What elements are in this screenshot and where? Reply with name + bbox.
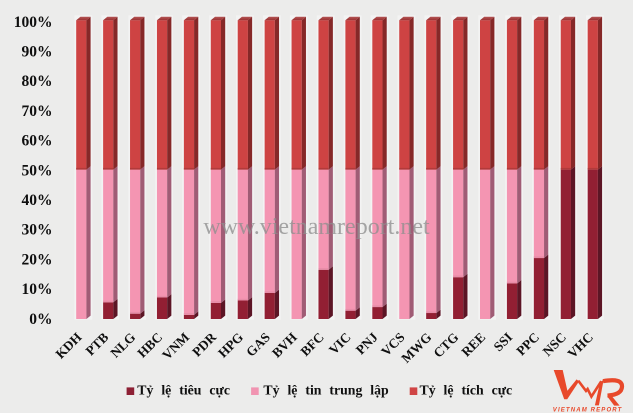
svg-text:80%: 80% [22, 73, 53, 90]
svg-text:0%: 0% [29, 311, 52, 328]
svg-text:90%: 90% [22, 43, 53, 60]
svg-text:30%: 30% [22, 222, 53, 239]
svg-text:10%: 10% [22, 281, 53, 298]
svg-text:70%: 70% [22, 103, 53, 120]
svg-text:60%: 60% [22, 133, 53, 150]
svg-text:50%: 50% [22, 162, 53, 179]
svg-text:Tỷ lệ tích cực: Tỷ lệ tích cực [420, 383, 513, 398]
svg-text:40%: 40% [22, 192, 53, 209]
svg-text:www.vietnamreport.net: www.vietnamreport.net [203, 214, 430, 240]
svg-text:Tỷ lệ tin trung lập: Tỷ lệ tin trung lập [263, 383, 389, 398]
svg-text:Tỷ lệ tiêu cực: Tỷ lệ tiêu cực [137, 383, 230, 398]
svg-text:VIETNAM REPORT: VIETNAM REPORT [553, 407, 623, 413]
svg-text:20%: 20% [22, 251, 53, 268]
svg-text:100%: 100% [14, 14, 53, 31]
